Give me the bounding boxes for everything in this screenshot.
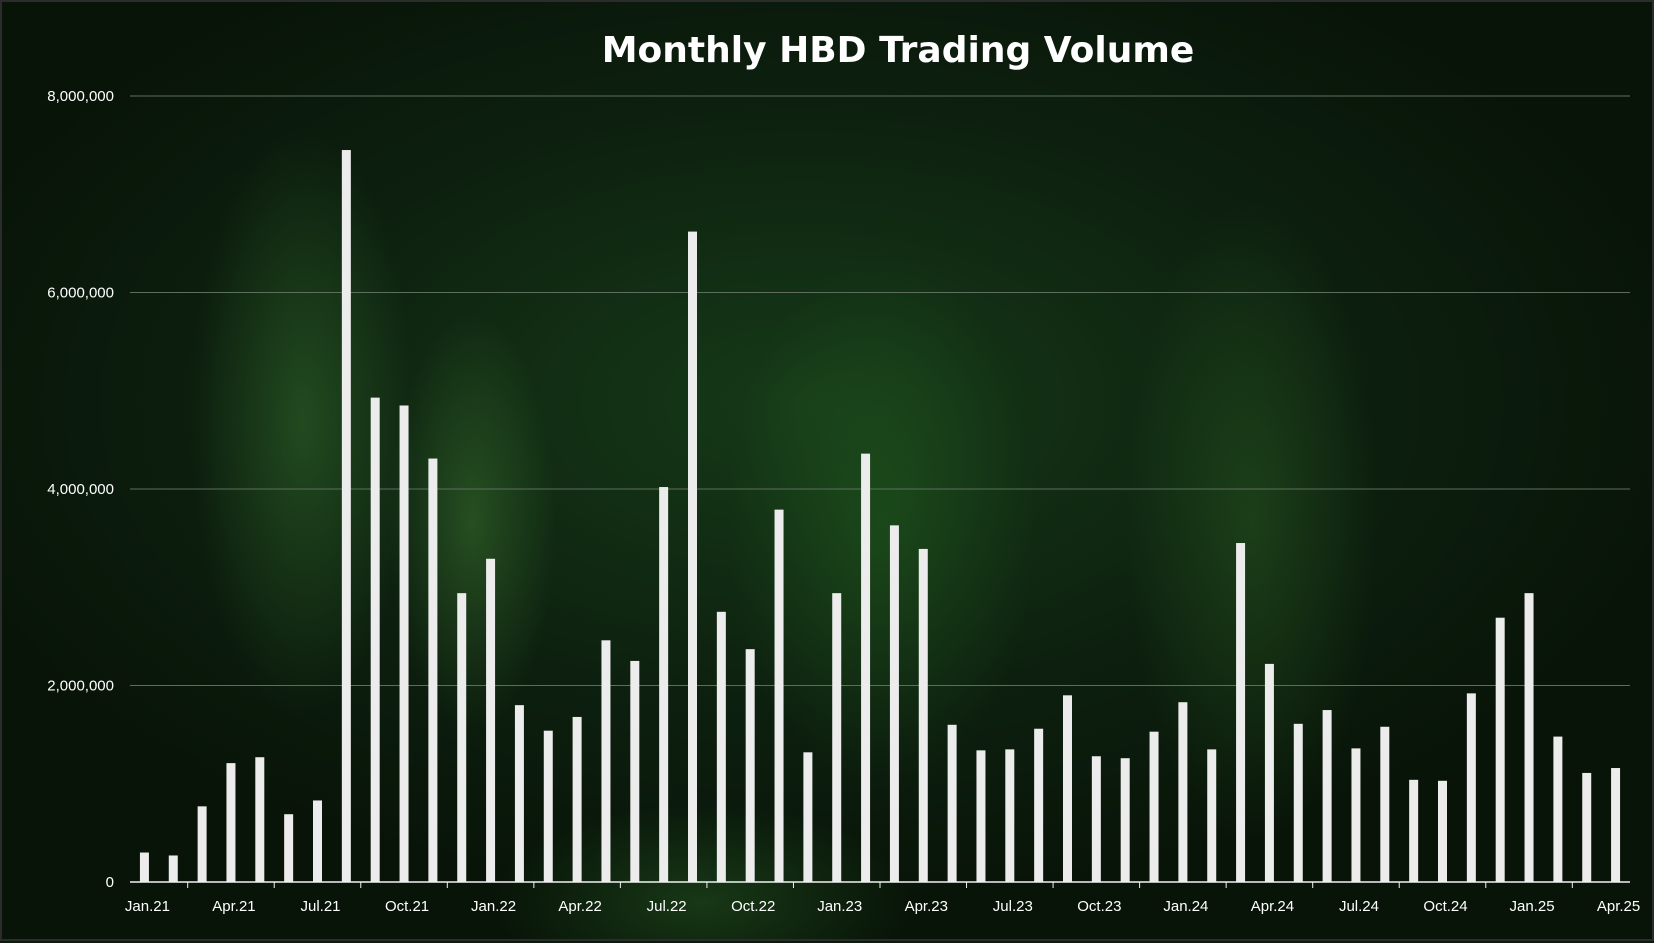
bar [716,611,726,882]
bar [1264,663,1274,882]
bar [341,150,351,883]
chart-title: Monthly HBD Trading Volume [602,30,1195,71]
bar [1091,756,1101,882]
bar [457,593,467,882]
bar [1322,710,1332,882]
x-tick-label: Jan.25 [1510,898,1555,915]
x-tick-label: Jul.24 [1339,898,1379,915]
bar [486,558,496,882]
bar [168,855,178,882]
x-tick-label: Jan.24 [1163,898,1208,915]
bar [284,814,294,882]
bar [1495,617,1505,882]
bar [918,548,928,882]
x-tick-label: Oct.21 [385,898,429,915]
bar [1149,731,1159,882]
bar [832,593,842,882]
x-tick-label: Apr.23 [905,898,948,915]
bar [1380,726,1390,882]
y-tick-label: 6,000,000 [47,285,114,302]
bar [1293,723,1303,882]
x-tick-label: Apr.25 [1597,898,1640,915]
bar [688,231,697,882]
bar [226,763,236,882]
y-tick-label: 0 [106,874,114,891]
bar [1005,749,1015,882]
x-tick-label: Oct.24 [1423,898,1467,915]
bar [659,487,669,882]
bar [1236,543,1246,882]
bar [601,640,611,882]
bar [803,752,813,882]
bar [1207,749,1217,882]
bar [1466,693,1476,882]
bar [1438,780,1447,882]
x-axis: Jan.21 Apr.21 Jul.21 Oct.21 Jan.22 Apr.22 Jul.… [125,881,1640,915]
bar [745,649,755,882]
x-tick-label: Apr.21 [212,898,255,915]
bar [1611,768,1621,882]
bar [976,750,986,882]
bar [1120,758,1130,882]
x-tick-label: Jul.21 [300,898,340,915]
bar [1351,748,1361,882]
bar [370,397,380,882]
bar [1034,728,1044,882]
x-tick-label: Apr.22 [558,898,601,915]
x-tick-label: Jul.23 [993,898,1033,915]
bar [1409,779,1419,882]
bar [1553,736,1563,882]
bar [1063,695,1072,882]
x-tick-label: Jan.22 [471,898,516,915]
x-tick-label: Oct.22 [731,898,775,915]
bar [428,458,438,882]
bar [1582,772,1592,882]
bar [197,806,207,882]
bar [313,800,322,882]
bars [139,150,1621,883]
y-axis: 0 2,000,000 4,000,000 6,000,000 8,000,000 [47,88,114,891]
bar [399,405,409,882]
y-tick-label: 2,000,000 [47,678,114,695]
x-tick-label: Jan.23 [817,898,862,915]
x-tick-label: Jan.21 [125,898,170,915]
y-tick-label: 8,000,000 [47,88,114,105]
bar [514,705,524,882]
bar [861,453,871,882]
bar [1524,593,1534,882]
gridlines [130,95,1630,686]
x-tick-label: Oct.23 [1077,898,1121,915]
bar [774,509,784,882]
y-tick-label: 4,000,000 [47,481,114,498]
bar [630,660,640,882]
bar [255,757,265,882]
bar [889,525,899,882]
bar [139,852,149,882]
bar [572,716,582,882]
x-tick-label: Jul.22 [647,898,687,915]
bar [1178,702,1188,882]
x-tick-label: Apr.24 [1251,898,1294,915]
bar [543,730,553,882]
bar [947,724,957,882]
